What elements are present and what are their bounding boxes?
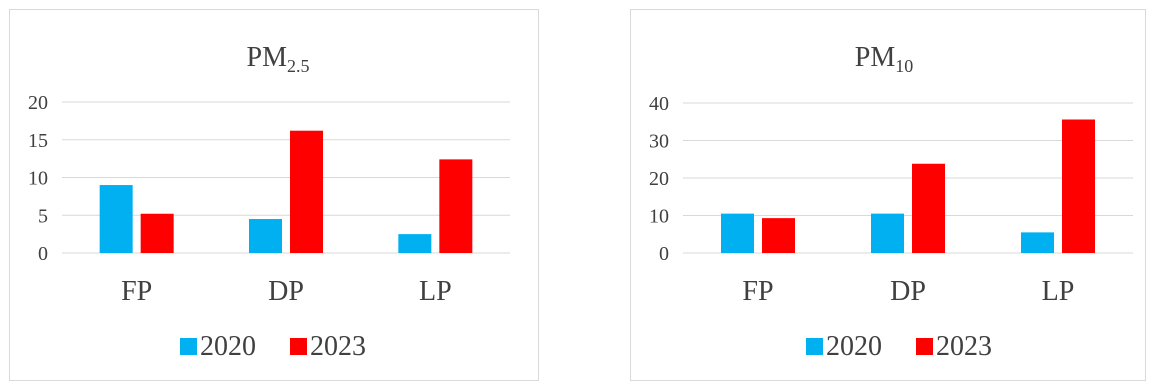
x-tick-label: LP <box>1042 276 1075 307</box>
bar-2020-FP <box>721 213 754 253</box>
y-tick-label: 40 <box>649 93 669 115</box>
x-tick-label: LP <box>419 276 452 307</box>
bar-2023-DP <box>912 163 945 253</box>
bar-2020-LP <box>398 234 432 253</box>
legend-swatch-2023 <box>916 338 933 355</box>
chart-panel-pm10: PM10 0 10 20 30 40 FP DP LP 2020 2023 <box>630 9 1146 381</box>
x-tick-label: FP <box>742 276 773 307</box>
x-tick-label: DP <box>268 276 304 307</box>
chart-title-pm25: PM2.5 <box>247 42 310 76</box>
chart-title-pm10: PM10 <box>855 42 913 76</box>
bar-2023-DP <box>290 130 323 253</box>
y-tick-label: 5 <box>38 205 48 227</box>
x-tick-label: DP <box>890 276 926 307</box>
legend-swatch-2023 <box>290 338 307 355</box>
bar-2020-LP <box>1021 232 1054 253</box>
y-tick-label: 20 <box>649 168 669 190</box>
legend-swatch-2020 <box>806 338 823 355</box>
legend-swatch-2020 <box>180 338 197 355</box>
bar-2023-LP <box>439 159 473 253</box>
legend-label-2023: 2023 <box>310 331 366 362</box>
y-tick-label: 15 <box>28 130 48 152</box>
y-tick-label: 0 <box>38 243 48 265</box>
y-tick-label: 10 <box>28 168 48 190</box>
chart-title-main: PM <box>855 42 896 73</box>
x-tick-label: FP <box>121 276 152 307</box>
chart-title-subscript: 10 <box>895 56 913 76</box>
y-tick-label: 20 <box>28 92 48 114</box>
legend-label-2023: 2023 <box>936 331 992 362</box>
y-tick-label: 10 <box>649 206 669 228</box>
legend-label-2020: 2020 <box>826 331 882 362</box>
bar-2023-FP <box>762 218 795 253</box>
chart-panel-pm25: PM2.5 0 5 10 15 20 FP DP LP 2020 2023 <box>9 9 539 381</box>
chart-title-subscript: 2.5 <box>287 56 310 76</box>
bar-2020-DP <box>871 213 904 253</box>
bar-2020-DP <box>249 219 282 253</box>
bar-2023-LP <box>1062 119 1095 253</box>
chart-title-main: PM <box>247 42 288 73</box>
chart-pm25-svg: PM2.5 0 5 10 15 20 FP DP LP 2020 2023 <box>28 42 510 362</box>
y-tick-label: 30 <box>649 131 669 153</box>
y-tick-label: 0 <box>659 243 669 265</box>
bar-2023-FP <box>140 213 174 253</box>
bar-2020-FP <box>99 185 133 253</box>
legend-label-2020: 2020 <box>200 331 256 362</box>
